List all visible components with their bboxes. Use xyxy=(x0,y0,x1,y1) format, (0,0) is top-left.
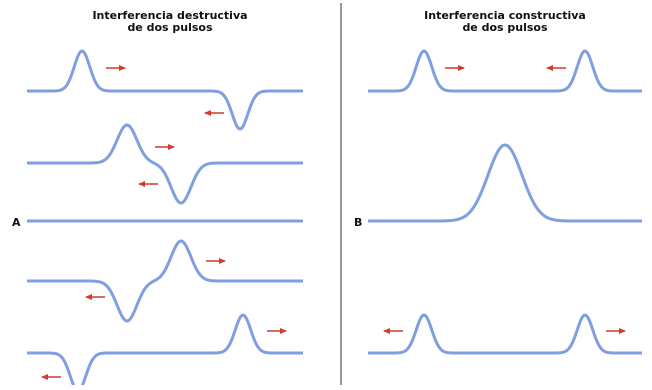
wave-left-2 xyxy=(26,123,304,205)
wave-lines xyxy=(26,49,643,390)
right-panel-title: Interferencia constructiva de dos pulsos xyxy=(385,10,625,34)
wave-left-1 xyxy=(26,49,304,131)
panel-label-a: A xyxy=(12,216,21,229)
left-title-line1: Interferencia destructiva xyxy=(92,9,248,22)
wave-left-4 xyxy=(26,239,304,323)
wave-right-2 xyxy=(367,143,643,223)
panel-label-b: B xyxy=(354,216,363,229)
left-title-line2: de dos pulsos xyxy=(127,21,213,34)
wave-right-1 xyxy=(367,49,643,93)
right-title-line1: Interferencia constructiva xyxy=(424,9,586,22)
left-panel-title: Interferencia destructiva de dos pulsos xyxy=(50,10,290,34)
direction-arrows xyxy=(41,65,626,380)
wave-right-3 xyxy=(367,313,643,355)
right-title-line2: de dos pulsos xyxy=(462,21,548,34)
wave-left-5 xyxy=(26,313,304,390)
